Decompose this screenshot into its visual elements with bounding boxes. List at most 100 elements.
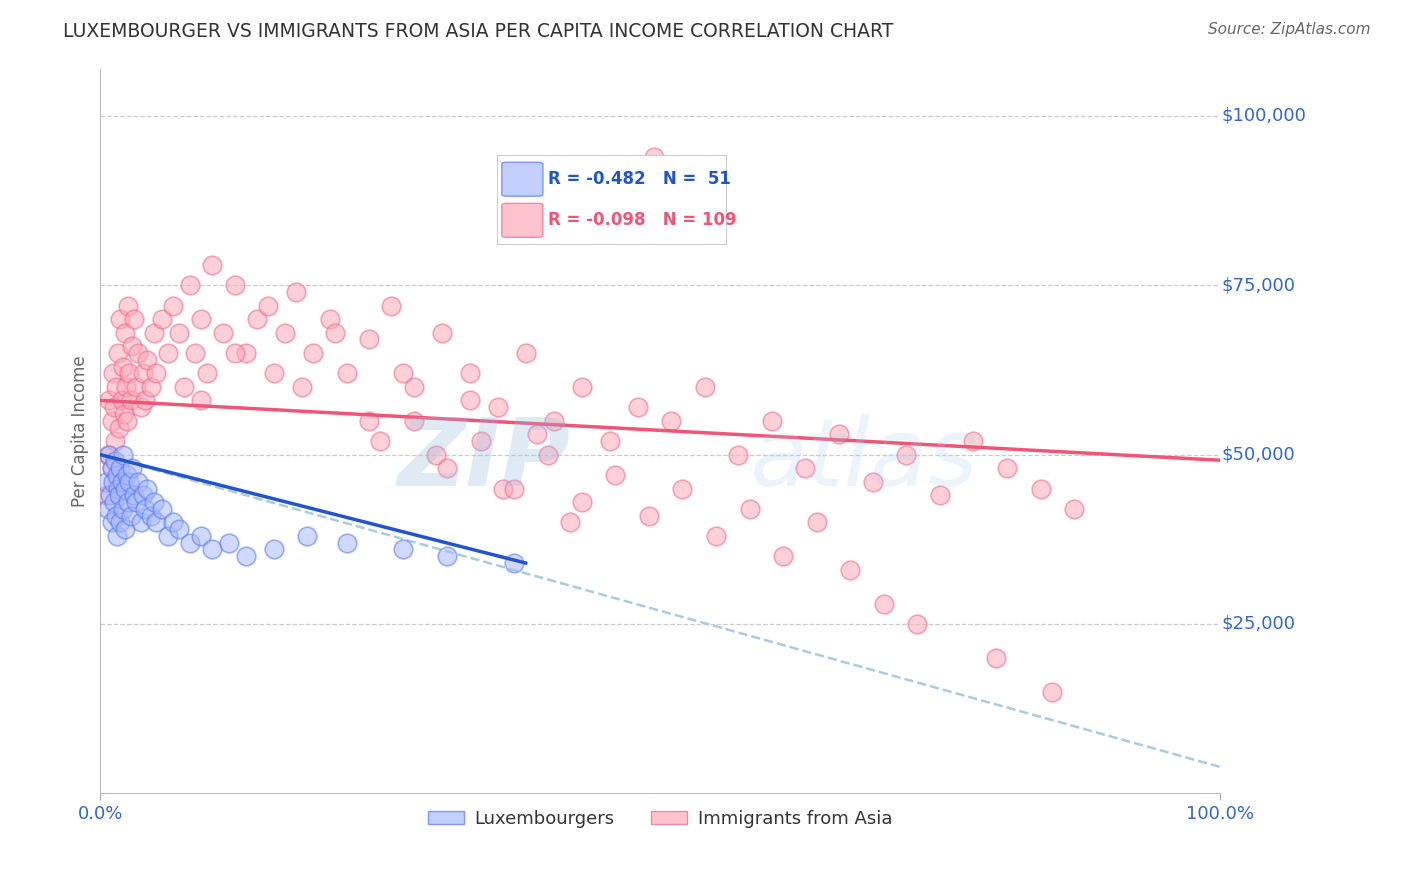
Point xyxy=(167,326,190,340)
Point xyxy=(167,522,190,536)
Point xyxy=(772,549,794,564)
Point xyxy=(190,529,212,543)
Point xyxy=(145,516,167,530)
Point xyxy=(132,488,155,502)
Point xyxy=(101,367,124,381)
Text: $100,000: $100,000 xyxy=(1222,107,1306,125)
Point xyxy=(984,651,1007,665)
FancyBboxPatch shape xyxy=(502,203,543,237)
Point xyxy=(139,508,162,523)
Point xyxy=(486,401,509,415)
Point xyxy=(184,346,207,360)
Point xyxy=(263,542,285,557)
Point xyxy=(436,461,458,475)
Point xyxy=(671,482,693,496)
Point xyxy=(125,380,148,394)
Text: atlas: atlas xyxy=(749,415,977,506)
Point xyxy=(458,393,481,408)
FancyBboxPatch shape xyxy=(502,162,543,196)
Point xyxy=(357,414,380,428)
Point xyxy=(105,529,128,543)
Point xyxy=(224,346,246,360)
Point xyxy=(118,475,141,489)
Point xyxy=(302,346,325,360)
Point xyxy=(605,467,627,482)
Legend: Luxembourgers, Immigrants from Asia: Luxembourgers, Immigrants from Asia xyxy=(420,803,900,835)
Point xyxy=(125,495,148,509)
Point xyxy=(905,617,928,632)
Point xyxy=(122,488,145,502)
Point xyxy=(274,326,297,340)
Point xyxy=(107,346,129,360)
Point xyxy=(1029,482,1052,496)
Point xyxy=(110,393,132,408)
Point xyxy=(218,535,240,549)
Point xyxy=(117,495,139,509)
Point xyxy=(336,535,359,549)
Point xyxy=(515,346,537,360)
Point xyxy=(97,448,120,462)
Point xyxy=(117,299,139,313)
Point xyxy=(103,495,125,509)
Point xyxy=(111,359,134,374)
Point xyxy=(179,278,201,293)
Point xyxy=(114,326,136,340)
Point xyxy=(105,380,128,394)
Point xyxy=(391,542,413,557)
Point xyxy=(995,461,1018,475)
Point xyxy=(806,516,828,530)
Point xyxy=(108,420,131,434)
Point xyxy=(637,508,659,523)
Point xyxy=(136,482,159,496)
Point xyxy=(571,495,593,509)
Text: $75,000: $75,000 xyxy=(1222,277,1296,294)
Point xyxy=(962,434,984,449)
Point xyxy=(402,380,425,394)
Point xyxy=(100,461,122,475)
Point xyxy=(839,563,862,577)
Text: ZIP: ZIP xyxy=(398,414,571,506)
Point xyxy=(111,448,134,462)
Point xyxy=(120,393,142,408)
Point xyxy=(896,448,918,462)
Point xyxy=(134,501,156,516)
Point xyxy=(114,522,136,536)
Point xyxy=(436,549,458,564)
Point xyxy=(100,488,122,502)
Point xyxy=(873,597,896,611)
Point xyxy=(291,380,314,394)
Point xyxy=(727,448,749,462)
Point xyxy=(402,414,425,428)
Point xyxy=(659,414,682,428)
Point xyxy=(257,299,280,313)
Point xyxy=(862,475,884,489)
Point xyxy=(111,501,134,516)
Point xyxy=(357,333,380,347)
Point xyxy=(105,475,128,489)
Point xyxy=(201,258,224,272)
Point xyxy=(391,367,413,381)
Point xyxy=(110,461,132,475)
Point xyxy=(100,516,122,530)
Point xyxy=(97,501,120,516)
Point xyxy=(738,501,761,516)
Point xyxy=(794,461,817,475)
Point xyxy=(132,367,155,381)
Point xyxy=(173,380,195,394)
Point xyxy=(526,427,548,442)
Point xyxy=(127,346,149,360)
Point xyxy=(107,482,129,496)
Point xyxy=(145,367,167,381)
Point xyxy=(458,367,481,381)
Point xyxy=(319,312,342,326)
Point xyxy=(105,508,128,523)
Point xyxy=(190,393,212,408)
Point xyxy=(195,367,218,381)
Point xyxy=(179,535,201,549)
Text: LUXEMBOURGER VS IMMIGRANTS FROM ASIA PER CAPITA INCOME CORRELATION CHART: LUXEMBOURGER VS IMMIGRANTS FROM ASIA PER… xyxy=(63,22,894,41)
Point xyxy=(122,312,145,326)
Point xyxy=(115,467,138,482)
Point xyxy=(104,454,127,468)
Point xyxy=(430,326,453,340)
Point xyxy=(104,434,127,449)
